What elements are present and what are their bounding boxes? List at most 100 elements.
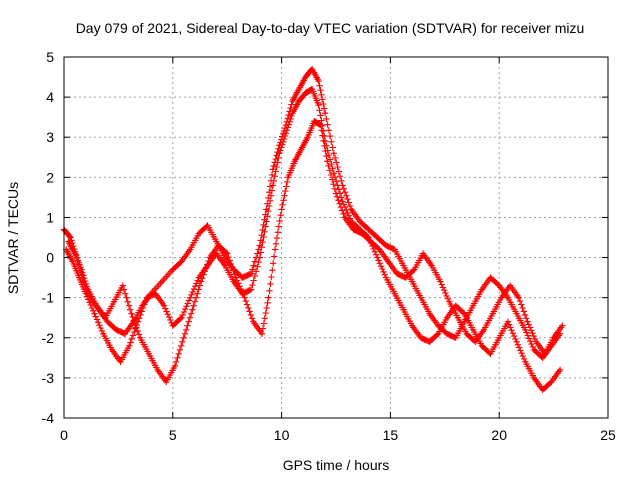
data-point bbox=[215, 240, 218, 243]
data-point bbox=[206, 264, 209, 267]
data-point bbox=[358, 220, 362, 223]
data-point bbox=[64, 248, 68, 251]
data-point bbox=[160, 280, 164, 283]
data-point bbox=[154, 292, 157, 295]
data-point bbox=[550, 380, 553, 384]
series-track-a bbox=[60, 65, 564, 361]
data-point bbox=[532, 376, 536, 380]
data-point bbox=[71, 260, 74, 263]
data-point bbox=[278, 152, 281, 155]
y-tick-label: -1 bbox=[42, 290, 55, 306]
data-point bbox=[191, 308, 194, 311]
data-point bbox=[482, 328, 486, 331]
data-point bbox=[430, 264, 433, 267]
data-point bbox=[171, 268, 174, 271]
data-point bbox=[428, 312, 431, 315]
data-point bbox=[267, 296, 270, 299]
data-point bbox=[489, 352, 492, 356]
data-point bbox=[402, 308, 405, 311]
data-point bbox=[393, 292, 396, 295]
data-point bbox=[173, 364, 177, 368]
data-point bbox=[110, 348, 114, 352]
data-point bbox=[123, 332, 127, 335]
data-point bbox=[291, 111, 294, 115]
y-tick-labels: -4 -3 -2 -1 0 1 2 3 4 5 bbox=[42, 49, 55, 426]
data-point bbox=[500, 296, 503, 299]
data-point bbox=[101, 332, 105, 335]
data-point bbox=[543, 352, 547, 356]
data-point bbox=[317, 103, 320, 107]
x-tick-label: 15 bbox=[383, 427, 399, 443]
y-tick-label: 2 bbox=[46, 169, 54, 185]
data-point bbox=[552, 336, 555, 339]
data-point bbox=[84, 292, 87, 295]
data-point bbox=[260, 332, 264, 335]
data-point bbox=[419, 296, 423, 299]
data-point bbox=[506, 296, 510, 299]
data-point bbox=[517, 296, 520, 299]
data-point bbox=[350, 208, 353, 211]
data-point bbox=[284, 132, 288, 135]
data-point bbox=[471, 304, 475, 307]
data-point bbox=[334, 192, 338, 195]
y-tick-label: 1 bbox=[46, 209, 54, 225]
data-point bbox=[271, 168, 275, 171]
y-tick-label: 5 bbox=[46, 49, 54, 65]
data-point bbox=[532, 348, 536, 352]
chart-title: Day 079 of 2021, Sidereal Day-to-day VTE… bbox=[76, 20, 585, 36]
data-point bbox=[197, 276, 201, 279]
data-point bbox=[454, 304, 457, 307]
data-point bbox=[106, 320, 109, 323]
data-point bbox=[447, 300, 451, 303]
data-point bbox=[310, 87, 314, 91]
data-point bbox=[265, 208, 268, 211]
data-point bbox=[73, 252, 77, 255]
data-point bbox=[341, 200, 344, 203]
x-tick-labels: 0 5 10 15 20 25 bbox=[60, 427, 616, 443]
data-point bbox=[326, 160, 329, 163]
y-tick-label: -3 bbox=[42, 370, 55, 386]
data-point bbox=[293, 160, 296, 163]
data-point bbox=[410, 280, 414, 283]
data-point bbox=[439, 280, 442, 283]
x-tick-label: 5 bbox=[169, 427, 177, 443]
data-point bbox=[138, 336, 142, 339]
data-point bbox=[515, 340, 518, 343]
data-point bbox=[112, 300, 116, 303]
data-point bbox=[526, 320, 529, 323]
data-point bbox=[78, 276, 81, 279]
data-point bbox=[189, 296, 192, 299]
data-point bbox=[410, 324, 414, 327]
data-point bbox=[428, 340, 431, 343]
data-point bbox=[206, 224, 209, 227]
data-point bbox=[306, 136, 309, 139]
y-tick-label: -2 bbox=[42, 330, 55, 346]
data-point bbox=[310, 67, 314, 71]
data-point bbox=[323, 140, 327, 143]
plot-frame bbox=[63, 56, 609, 419]
x-tick-label: 25 bbox=[600, 427, 616, 443]
data-point bbox=[115, 328, 118, 331]
data-point bbox=[258, 244, 262, 247]
grid bbox=[64, 57, 608, 418]
data-point bbox=[445, 332, 449, 335]
data-point bbox=[465, 332, 468, 335]
data-point bbox=[95, 304, 98, 307]
data-point bbox=[332, 152, 336, 155]
data-series bbox=[60, 65, 566, 394]
data-point bbox=[223, 264, 227, 267]
data-point bbox=[558, 332, 562, 335]
data-point bbox=[180, 260, 183, 263]
x-tick-label: 10 bbox=[274, 427, 290, 443]
data-point bbox=[402, 264, 405, 267]
data-point bbox=[69, 236, 72, 239]
data-point bbox=[156, 368, 159, 372]
data-point bbox=[249, 272, 253, 275]
series-markers bbox=[63, 85, 564, 394]
y-tick-label: 3 bbox=[46, 129, 54, 145]
data-point bbox=[489, 276, 492, 279]
data-point bbox=[299, 148, 303, 151]
data-point bbox=[387, 260, 390, 263]
data-point bbox=[358, 228, 362, 231]
